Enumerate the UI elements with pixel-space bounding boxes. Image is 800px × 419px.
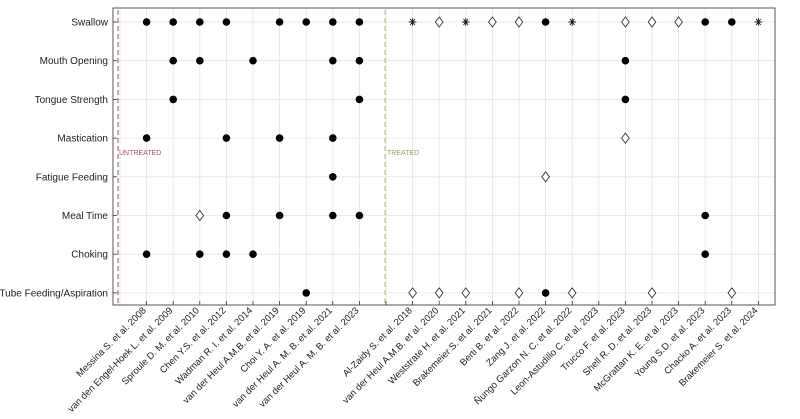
- grid-layer: [113, 8, 775, 305]
- marker-filled-circle: [329, 56, 337, 65]
- marker-filled-circle: [621, 95, 630, 104]
- y-tick-label: Choking: [71, 250, 108, 261]
- marker-filled-circle: [701, 250, 709, 258]
- marker-open-diamond: [408, 287, 417, 299]
- marker-open-diamond: [621, 16, 630, 28]
- marker-filled-circle: [169, 95, 177, 104]
- marker-asterisk: [408, 18, 417, 26]
- marker-filled-circle: [222, 211, 231, 220]
- marker-filled-circle: [621, 56, 630, 65]
- marker-filled-circle: [222, 134, 231, 142]
- marker-filled-circle: [142, 250, 151, 258]
- marker-filled-circle: [701, 211, 709, 220]
- marker-open-diamond: [727, 287, 737, 299]
- x-tick-label: van den Engel-Hoek L. et al. 2009: [66, 305, 175, 414]
- marker-filled-circle: [329, 134, 337, 142]
- marker-filled-circle: [302, 18, 311, 26]
- marker-filled-circle: [249, 56, 257, 65]
- y-tick-label: Mastication: [57, 134, 108, 145]
- y-tick-label: Meal Time: [62, 211, 109, 222]
- marker-filled-circle: [329, 211, 337, 220]
- marker-filled-circle: [541, 18, 550, 26]
- treated-annotation: TREATED: [387, 150, 419, 157]
- marker-filled-circle: [222, 250, 231, 258]
- marker-filled-circle: [275, 211, 284, 220]
- marker-open-diamond: [488, 16, 497, 28]
- marker-open-diamond: [434, 287, 444, 299]
- marker-filled-circle: [701, 18, 709, 26]
- marker-open-diamond: [647, 287, 657, 299]
- marker-filled-circle: [541, 289, 550, 297]
- marker-filled-circle: [355, 211, 364, 220]
- marker-open-diamond: [674, 16, 683, 28]
- y-tick-label: Fatigue Feeding: [36, 172, 108, 183]
- marker-open-diamond: [514, 16, 524, 28]
- marker-open-diamond: [461, 287, 471, 299]
- marker-filled-circle: [196, 18, 204, 26]
- marker-filled-circle: [169, 56, 177, 65]
- untreated-annotation: UNTREATED: [119, 150, 161, 157]
- marker-open-diamond: [567, 287, 577, 299]
- reference-lines: UNTREATED TREATED: [117, 10, 419, 305]
- data-markers: [142, 16, 763, 299]
- y-tick-label: Swallow: [71, 18, 108, 29]
- marker-filled-circle: [142, 134, 151, 142]
- marker-filled-circle: [196, 250, 204, 258]
- marker-filled-circle: [169, 18, 177, 26]
- marker-open-diamond: [195, 209, 205, 222]
- marker-filled-circle: [302, 289, 311, 297]
- y-tick-label: Tongue Strength: [35, 95, 108, 106]
- marker-filled-circle: [329, 18, 337, 26]
- marker-filled-circle: [196, 56, 204, 65]
- marker-filled-circle: [249, 250, 257, 258]
- marker-open-diamond: [647, 16, 657, 28]
- y-tick-labels: Swallow Mouth Opening Tongue Strength Masti…: [0, 18, 109, 300]
- plot-frame: [112, 7, 776, 306]
- y-tick-label: Mouth Opening: [40, 56, 108, 67]
- marker-filled-circle: [275, 18, 284, 26]
- y-tick-label: Tube Feeding/Aspiration: [0, 288, 108, 299]
- marker-asterisk: [568, 18, 576, 26]
- marker-filled-circle: [142, 18, 151, 26]
- marker-filled-circle: [329, 173, 337, 181]
- marker-filled-circle: [275, 134, 284, 142]
- marker-filled-circle: [355, 95, 364, 104]
- marker-asterisk: [462, 18, 470, 26]
- axes-layer: [112, 7, 776, 306]
- marker-filled-circle: [355, 56, 364, 65]
- marker-open-diamond: [434, 16, 444, 28]
- marker-asterisk: [754, 18, 763, 26]
- marker-open-diamond: [621, 132, 630, 144]
- marker-open-diamond: [541, 171, 550, 183]
- marker-filled-circle: [728, 18, 736, 26]
- marker-filled-circle: [355, 18, 364, 26]
- marker-open-diamond: [514, 287, 524, 299]
- marker-filled-circle: [222, 18, 231, 26]
